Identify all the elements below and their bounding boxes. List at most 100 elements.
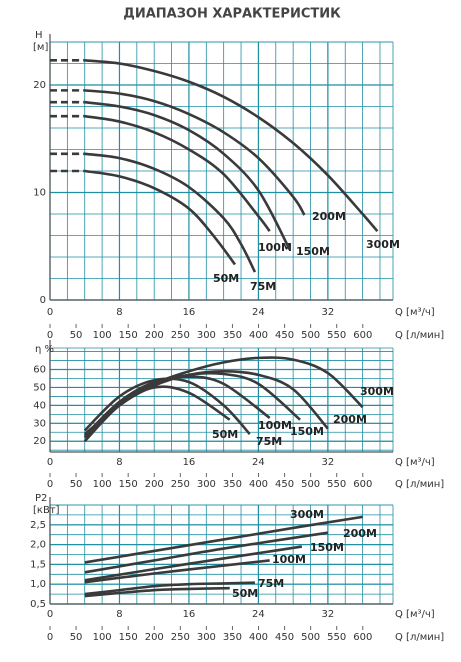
y-tick-label: 30 xyxy=(33,418,46,429)
x2-axis-label: Q [л/мин] xyxy=(395,479,444,490)
x2-tick-label: 200 xyxy=(145,479,164,490)
y-tick-label: 40 xyxy=(33,400,46,411)
x2-tick-label: 250 xyxy=(171,632,190,643)
series-line xyxy=(84,100,291,251)
x-tick-label: 24 xyxy=(252,307,265,318)
x-tick-label: 8 xyxy=(116,307,122,318)
x2-tick-label: 350 xyxy=(223,330,242,341)
y-axis-unit: [кВт] xyxy=(33,505,60,516)
x2-tick-label: 550 xyxy=(327,632,346,643)
x2-tick-label: 500 xyxy=(301,479,320,490)
x2-tick-label: 250 xyxy=(171,330,190,341)
x2-tick-label: 200 xyxy=(145,330,164,341)
x2-tick-label: 50 xyxy=(70,479,83,490)
x-tick-label: 32 xyxy=(322,457,335,468)
series-line xyxy=(84,89,306,216)
x2-tick-label: 400 xyxy=(249,330,268,341)
y-tick-label: 2,5 xyxy=(30,520,46,531)
x-axis-label: Q [м³/ч] xyxy=(395,307,435,318)
y-tick-label: 1,5 xyxy=(30,559,46,570)
x2-tick-label: 400 xyxy=(249,479,268,490)
series-label: 75M xyxy=(250,280,276,293)
series-label: 100M xyxy=(258,241,292,254)
series-label: 300M xyxy=(290,508,324,521)
x-tick-label: 24 xyxy=(252,609,265,620)
series-label: 200M xyxy=(312,210,346,223)
x2-tick-label: 550 xyxy=(327,330,346,341)
series-line xyxy=(84,152,257,273)
x-tick-label: 32 xyxy=(322,307,335,318)
x2-tick-label: 350 xyxy=(223,632,242,643)
series-line xyxy=(84,581,255,596)
series-label: 300M xyxy=(360,385,394,398)
x2-tick-label: 600 xyxy=(353,330,372,341)
x2-tick-label: 250 xyxy=(171,479,190,490)
x2-tick-label: 100 xyxy=(93,330,112,341)
y-tick-label: 60 xyxy=(33,365,46,376)
series-label: 300M xyxy=(366,238,400,251)
series-line xyxy=(84,531,329,574)
series-line xyxy=(83,375,271,437)
series-label: 200M xyxy=(343,527,377,540)
x-tick-label: 16 xyxy=(183,307,196,318)
x-tick-label: 8 xyxy=(116,609,122,620)
x-tick-label: 16 xyxy=(183,457,196,468)
x2-tick-label: 450 xyxy=(275,330,294,341)
y-tick-label: 20 xyxy=(33,436,46,447)
x2-tick-label: 100 xyxy=(93,479,112,490)
x2-tick-label: 150 xyxy=(119,330,138,341)
y-axis-unit: [м] xyxy=(33,42,48,53)
series-label: 100M xyxy=(258,419,292,432)
y-tick-label: 20 xyxy=(33,80,46,91)
series-label: 200M xyxy=(333,413,367,426)
x2-tick-label: 500 xyxy=(301,632,320,643)
series-label: 50M xyxy=(212,428,238,441)
x2-tick-label: 450 xyxy=(275,479,294,490)
x2-axis-label: Q [л/мин] xyxy=(395,632,444,643)
series-label: 75M xyxy=(256,435,282,448)
x2-tick-label: 50 xyxy=(70,632,83,643)
x-tick-label: 24 xyxy=(252,457,265,468)
x2-tick-label: 400 xyxy=(249,632,268,643)
y-axis-label: P2 xyxy=(35,493,47,504)
y-axis-label: H xyxy=(35,30,43,41)
y-tick-label: 2,0 xyxy=(30,540,46,551)
x2-tick-label: 150 xyxy=(119,479,138,490)
x-axis-label: Q [м³/ч] xyxy=(395,609,435,620)
x2-tick-label: 0 xyxy=(47,479,53,490)
x-tick-label: 0 xyxy=(47,457,53,468)
series-line xyxy=(84,114,271,232)
x2-tick-label: 550 xyxy=(327,479,346,490)
x2-tick-label: 300 xyxy=(197,330,216,341)
series-label: 50M xyxy=(232,587,258,600)
series-line xyxy=(83,356,364,436)
series-line xyxy=(84,586,230,598)
series-line xyxy=(84,559,270,584)
x-tick-label: 16 xyxy=(183,609,196,620)
x2-axis-label: Q [л/мин] xyxy=(395,330,444,341)
series-label: 50M xyxy=(213,272,239,285)
series-label: 150M xyxy=(290,425,324,438)
x2-tick-label: 450 xyxy=(275,632,294,643)
x-tick-label: 0 xyxy=(47,609,53,620)
y-tick-label: 1,0 xyxy=(30,579,46,590)
series-label: 100M xyxy=(272,553,306,566)
x-tick-label: 32 xyxy=(322,609,335,620)
series-label: 150M xyxy=(310,541,344,554)
x2-tick-label: 350 xyxy=(223,479,242,490)
series-line xyxy=(84,545,303,582)
x2-tick-label: 50 xyxy=(70,330,83,341)
x2-tick-label: 100 xyxy=(93,632,112,643)
y-tick-label: 10 xyxy=(33,188,46,199)
x2-tick-label: 300 xyxy=(197,632,216,643)
series-label: 75M xyxy=(258,577,284,590)
chart-title: ДИАПАЗОН ХАРАКТЕРИСТИК xyxy=(123,7,341,22)
y-tick-label: 0 xyxy=(40,295,46,306)
x2-tick-label: 300 xyxy=(197,479,216,490)
x2-tick-label: 500 xyxy=(301,330,320,341)
x-tick-label: 0 xyxy=(47,307,53,318)
x2-tick-label: 600 xyxy=(353,632,372,643)
x2-tick-label: 150 xyxy=(119,632,138,643)
